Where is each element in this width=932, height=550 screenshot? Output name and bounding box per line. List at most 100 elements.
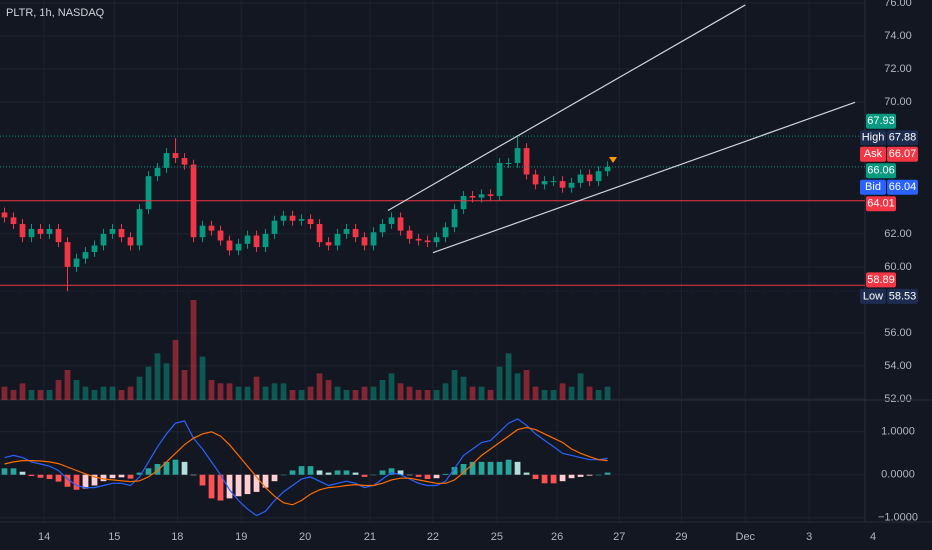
volume-bar: [226, 383, 233, 400]
candle-body: [91, 245, 98, 253]
volume-bar: [541, 390, 548, 400]
volume-bar: [469, 386, 476, 400]
y-tick-label: 70.00: [884, 96, 912, 108]
volume-bar: [361, 386, 368, 400]
badge-name-box: [860, 130, 886, 146]
candle-body: [208, 225, 215, 231]
candle-body: [433, 237, 440, 243]
y-tick-label: 52.00: [884, 393, 912, 405]
candle-body: [487, 194, 494, 196]
candle-body: [82, 252, 89, 259]
volume-bar: [253, 376, 260, 400]
volume-bar: [118, 390, 125, 400]
badge-value-box: [866, 113, 896, 129]
candle-body: [172, 153, 179, 159]
volume-bar: [343, 390, 350, 400]
volume-bar: [28, 390, 35, 400]
x-tick-label: 3: [806, 531, 812, 543]
volume-bar: [397, 383, 404, 400]
candle-body: [541, 181, 548, 185]
x-tick-label: 27: [613, 531, 625, 543]
macd-histogram-bar: [532, 474, 539, 480]
candle-body: [424, 240, 431, 243]
x-tick-label: 18: [171, 531, 183, 543]
macd-histogram-bar: [487, 461, 494, 475]
candle-body: [271, 220, 278, 234]
x-tick-label: 22: [427, 531, 439, 543]
x-tick-label: 29: [675, 531, 687, 543]
volume-bar: [262, 386, 269, 400]
volume-bar: [208, 380, 215, 400]
badge-name-box: [860, 288, 886, 304]
y-tick-label: 74.00: [884, 30, 912, 42]
macd-tick-label: 1.0000: [881, 426, 915, 438]
volume-bar: [64, 370, 71, 400]
macd-histogram-bar: [91, 474, 98, 486]
candle-body: [559, 181, 566, 188]
macd-histogram-bar: [343, 470, 350, 475]
badge-value: 67.93: [867, 115, 895, 127]
macd-histogram-bar: [460, 464, 467, 475]
macd-histogram-bar: [64, 474, 71, 487]
x-tick-label: 15: [108, 531, 120, 543]
macd-histogram-bar: [10, 468, 17, 475]
candle-body: [280, 215, 287, 221]
badge-value-box: [866, 196, 896, 212]
volume-bar: [100, 386, 107, 400]
macd-histogram-bar: [334, 470, 341, 475]
candle-body: [469, 195, 476, 198]
volume-bar: [1, 386, 8, 400]
badge-value: 58.89: [867, 274, 895, 286]
volume-bar: [586, 386, 593, 400]
volume-bar: [280, 383, 287, 400]
macd-histogram-bar: [316, 470, 323, 475]
x-tick-label: 19: [235, 531, 247, 543]
volume-bar: [496, 366, 503, 400]
candle-body: [298, 219, 305, 221]
candle-body: [514, 148, 521, 163]
volume-bar: [370, 386, 377, 400]
volume-bar: [424, 390, 431, 400]
volume-bar: [415, 390, 422, 400]
volume-bar: [91, 390, 98, 400]
macd-histogram-bar: [433, 474, 440, 479]
macd-histogram-bar: [478, 461, 485, 475]
volume-bar: [406, 386, 413, 400]
volume-bar: [604, 386, 611, 400]
macd-histogram-bar: [100, 474, 107, 482]
y-tick-label: 56.00: [884, 327, 912, 339]
volume-bar: [289, 390, 296, 400]
macd-histogram-bar: [136, 472, 143, 475]
volume-bar: [244, 386, 251, 400]
x-tick-label: Dec: [736, 531, 756, 543]
macd-histogram-bar: [388, 468, 395, 475]
candle-body: [388, 217, 395, 224]
badge-value: 58.53: [889, 290, 917, 302]
macd-histogram-bar: [298, 466, 305, 475]
macd-histogram-bar: [46, 474, 53, 480]
macd-histogram-bar: [172, 459, 179, 475]
x-tick-label: 26: [551, 531, 563, 543]
volume-bar: [550, 390, 557, 400]
volume-bar: [451, 370, 458, 400]
macd-histogram-bar: [280, 474, 287, 476]
macd-histogram-bar: [379, 470, 386, 475]
candle-body: [46, 228, 53, 234]
candle-body: [55, 228, 62, 243]
macd-histogram-bar: [235, 474, 242, 497]
candle-body: [523, 148, 530, 175]
macd-histogram-bar: [154, 464, 161, 475]
macd-histogram-bar: [577, 474, 584, 477]
volume-bar: [199, 356, 206, 400]
volume-bar: [136, 376, 143, 400]
volume-bar: [190, 300, 197, 400]
macd-histogram-bar: [397, 470, 404, 475]
candle-body: [586, 174, 593, 182]
macd-histogram-bar: [595, 474, 602, 476]
y-tick-label: 54.00: [884, 360, 912, 372]
candle-body: [343, 228, 350, 234]
chart-title: PLTR, 1h, NASDAQ: [6, 7, 105, 19]
volume-bar: [433, 390, 440, 400]
